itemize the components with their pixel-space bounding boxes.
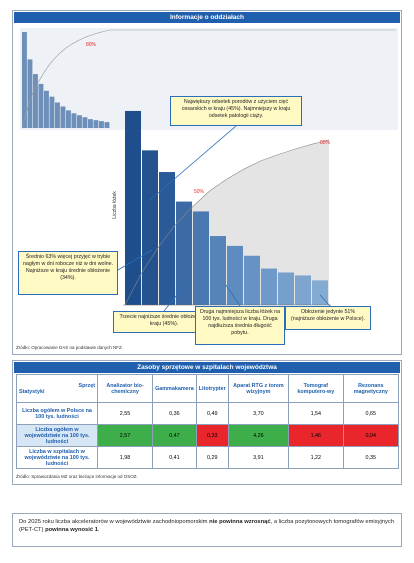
bar <box>193 211 209 305</box>
inset-bar <box>99 121 104 128</box>
bar <box>295 275 311 305</box>
panel-departments <box>12 10 402 355</box>
cell: 2,55 <box>96 402 154 425</box>
source: Źródło: Sprawozdania MZ oraz bieżące inf… <box>16 474 138 479</box>
source: Źródło: Opracowanie DAS na podstawie dan… <box>16 345 124 350</box>
row-label: Liczba ogółem w Polsce na 100 tys. ludno… <box>16 402 98 425</box>
cell: 0,49 <box>195 402 229 425</box>
cell: 3,70 <box>227 402 290 425</box>
text-bold: powinna wynosić 1 <box>45 527 98 533</box>
header-row: Sprzęt Statystyki Analizator bio-chemiczny… <box>16 374 400 403</box>
inset-bar <box>71 113 77 128</box>
row-label: Liczba w szpitalach w województwie na 10… <box>16 446 98 469</box>
column-header: Tomograf komputero-wy <box>288 374 344 403</box>
inset-bar <box>44 90 49 128</box>
column-header: Gammakamera <box>152 374 197 403</box>
bar <box>227 245 243 305</box>
inset-bar <box>104 122 110 128</box>
connector <box>149 125 237 201</box>
inset-bar <box>27 59 33 128</box>
bar <box>159 172 175 305</box>
bar <box>244 255 260 305</box>
equipment-table: Sprzęt Statystyki Analizator bio-chemiczny… <box>16 374 400 469</box>
annotation: Obłożenie jedynie 51% (najniższe obłożen… <box>285 306 371 330</box>
annotation: Trzecie najniższe średnie obłożenie w kr… <box>113 311 215 333</box>
row: Liczba ogółem w województwie na 100 tys.… <box>16 424 400 447</box>
bar <box>261 268 277 305</box>
cell: 1,46 <box>288 424 344 447</box>
column-header: Aparat RTG z torem wizyjnym <box>227 374 290 403</box>
connector <box>319 294 331 307</box>
y-axis-label: Liczba łóżek <box>112 191 118 219</box>
bar <box>210 236 226 305</box>
bar <box>125 110 141 305</box>
marker: 50% <box>194 189 205 195</box>
cell: 2,57 <box>96 424 154 447</box>
column-header: Litotrypter <box>195 374 229 403</box>
cell: 1,22 <box>288 446 344 469</box>
text: , a liczba pozytonowych tomografów emisy… <box>19 519 395 533</box>
annotation: Największy odsetek porodów z użyciem cię… <box>170 96 302 126</box>
corner-bottom: Statystyki <box>19 388 45 395</box>
inset-bar <box>66 110 71 128</box>
cell: 0,35 <box>342 446 400 469</box>
cell: 1,98 <box>96 446 154 469</box>
marker: 80% <box>320 140 331 146</box>
inset-bar <box>82 117 88 128</box>
inset-bar <box>49 96 55 128</box>
column-header: Rezonans magnetyczny <box>342 374 400 403</box>
bar <box>278 272 294 305</box>
cell: 0,04 <box>342 424 400 447</box>
inset-bar <box>93 120 99 128</box>
connector <box>117 249 153 271</box>
inset-bar <box>77 115 82 128</box>
annotation: Średnio 63% więcej przyjęć w trybie nagł… <box>18 251 118 295</box>
cell: 0,29 <box>195 446 229 469</box>
text: Do 2025 roku liczba akceleratorów w woje… <box>19 519 210 525</box>
row: Liczba ogółem w Polsce na 100 tys. ludno… <box>16 402 400 425</box>
cell: 4,26 <box>227 424 290 447</box>
cell: 0,47 <box>152 424 197 447</box>
panel-title: Zasoby sprzętowe w szpitalach województw… <box>14 362 400 373</box>
cell: 0,36 <box>152 402 197 425</box>
cell: 1,54 <box>288 402 344 425</box>
text-bold: nie powinna wzrosnąć <box>209 519 271 525</box>
connector <box>163 284 186 312</box>
column-header: Analizator bio-chemiczny <box>96 374 154 403</box>
bar <box>176 201 192 305</box>
connector <box>225 284 241 307</box>
cell: 3,91 <box>227 446 290 469</box>
corner-cell: Sprzęt Statystyki <box>16 374 98 403</box>
row: Liczba w szpitalach w województwie na 10… <box>16 446 400 469</box>
inset-bar <box>38 83 44 128</box>
panel-equipment <box>12 360 402 485</box>
annotation: Druga najmniejsza liczba łóżek na 100 ty… <box>195 306 285 345</box>
cell: 0,33 <box>195 424 229 447</box>
conclusion: Do 2025 roku liczba akceleratorów w woje… <box>12 513 402 547</box>
inset-bar <box>88 119 93 128</box>
inset-bar <box>33 74 38 128</box>
cell: 0,65 <box>342 402 400 425</box>
inset-cumulative-line <box>21 29 396 129</box>
inset-bar <box>60 106 66 128</box>
inset-marker: 80% <box>86 42 97 48</box>
row-label: Liczba ogółem w województwie na 100 tys.… <box>16 424 98 447</box>
corner-top: Sprzęt <box>78 382 95 389</box>
inset-bar <box>22 31 27 128</box>
bar <box>142 150 158 305</box>
panel-title: Informacje o oddziałach <box>14 12 400 23</box>
cell: 0,41 <box>152 446 197 469</box>
text: . <box>97 527 100 533</box>
inset-bar <box>55 102 60 128</box>
chart: 80% Liczba łóżek 50% 80% <box>20 28 398 312</box>
cumulative-line <box>124 139 330 306</box>
